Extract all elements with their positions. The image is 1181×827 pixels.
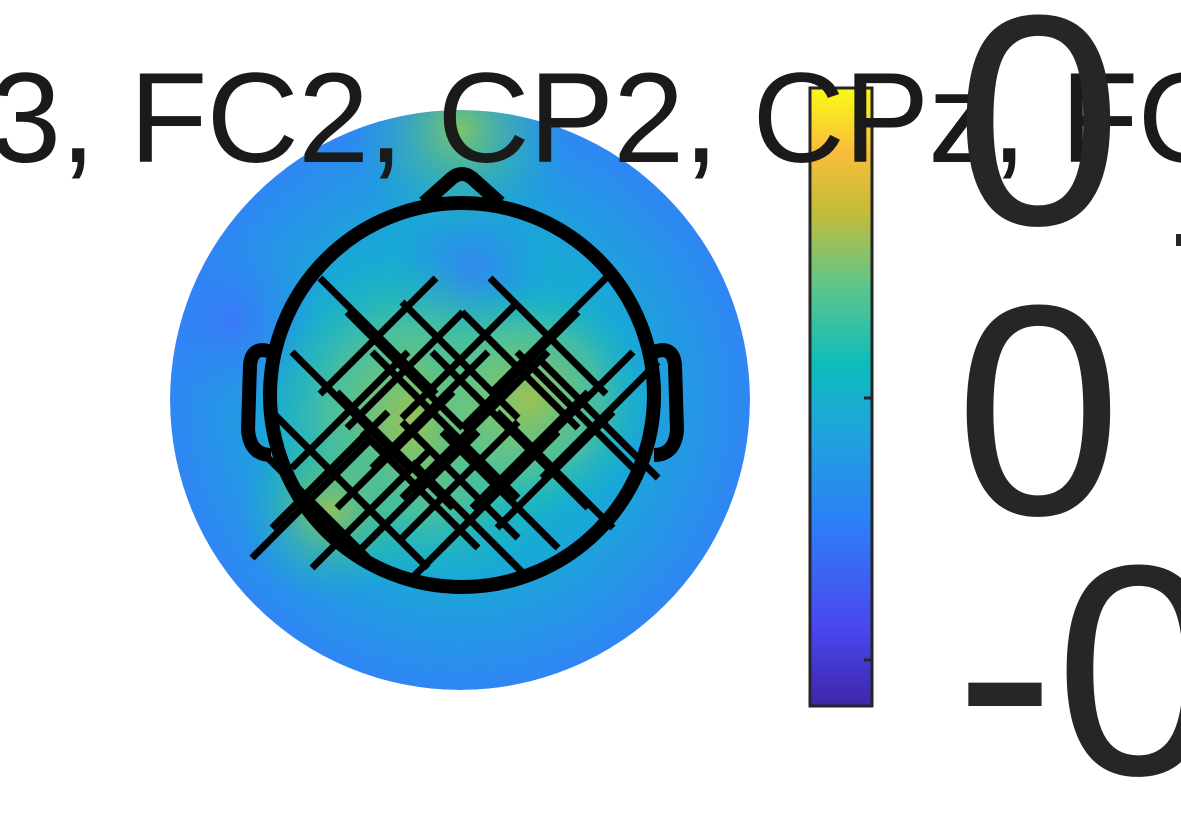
electrode-cross-marker — [317, 275, 439, 397]
colorbar-tick-label: 0 — [955, 242, 1122, 578]
colorbar — [808, 86, 1181, 708]
scalp-map — [170, 110, 750, 690]
electrode-cross-marker — [309, 449, 431, 571]
electrode-cross-marker — [539, 359, 661, 481]
electrode-cross-marker — [334, 389, 456, 511]
right-ear-icon — [651, 343, 684, 462]
figure-title: 3, FC2, CP2, CPz, FC — [0, 47, 1181, 190]
electrode-cross-marker — [344, 309, 466, 431]
colorbar-tick-label: -0 — [955, 502, 1181, 827]
electrode-cross-marker — [469, 389, 591, 511]
electrode-cross-marker — [399, 419, 521, 541]
electrode-cross-marker — [487, 275, 609, 397]
colorbar-gradient — [808, 86, 874, 708]
electrode-cross-marker — [249, 439, 371, 561]
electrode-markers — [249, 275, 661, 581]
nose-icon — [419, 167, 505, 209]
electrode-cross-marker — [409, 459, 531, 581]
colorbar-tick-label: 0 — [955, 0, 1122, 288]
electrode-cross-marker — [459, 309, 581, 431]
